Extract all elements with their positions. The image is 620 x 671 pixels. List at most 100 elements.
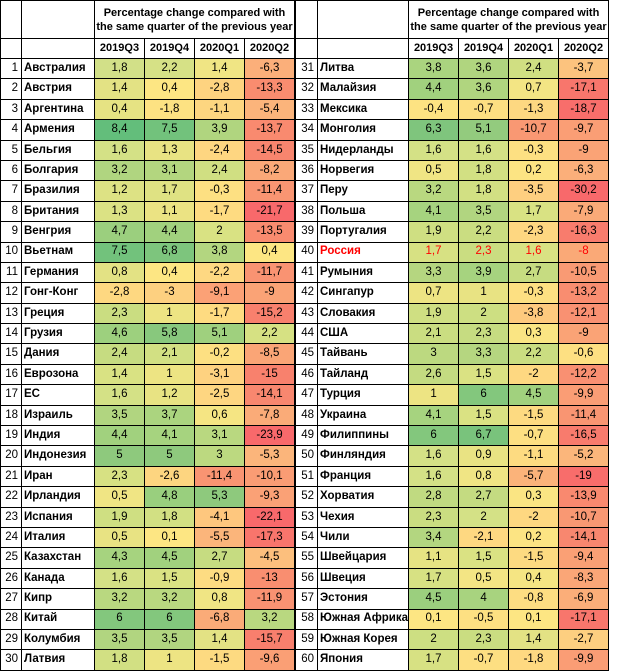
value-cell: 0,2 [508, 526, 560, 549]
country-name: Россия [316, 241, 410, 263]
value-cell: 1,5 [458, 404, 510, 427]
table-row: 17 ЕС 1,6 1,2 -2,5 -14,1 [0, 384, 295, 406]
value-cell: -2 [508, 363, 560, 386]
table-row: 51 Франция 1,6 0,8 -5,7 -19 [295, 465, 610, 488]
value-cell: -5,3 [244, 445, 295, 467]
country-name: Мексика [316, 98, 410, 121]
value-cell: 4,6 [94, 323, 145, 345]
row-number: 3 [0, 98, 22, 121]
country-name: Италия [21, 526, 95, 549]
country-name: Еврозона [21, 363, 95, 386]
value-cell: 3,9 [458, 261, 510, 284]
country-name: Нидерланды [316, 139, 410, 161]
value-cell: 3,9 [194, 119, 245, 141]
row-number: 13 [0, 302, 22, 325]
row-number: 10 [0, 241, 22, 263]
row-number: 19 [0, 425, 22, 447]
value-cell: -10,7 [558, 506, 610, 528]
country-name: Норвегия [316, 159, 410, 182]
value-cell: 4,4 [94, 425, 145, 447]
value-cell: 3,5 [458, 200, 510, 223]
value-cell: -15,7 [244, 628, 295, 651]
value-cell: -6,3 [244, 57, 295, 80]
country-name: Испания [21, 506, 95, 528]
value-cell: -9 [558, 139, 610, 161]
value-cell: -9,6 [244, 649, 295, 671]
value-cell: 4,7 [94, 221, 145, 243]
value-cell: -30,2 [558, 180, 610, 202]
row-number: 54 [295, 526, 318, 549]
table-row: 29 Колумбия 3,5 3,5 1,4 -15,7 [0, 628, 295, 651]
table-row: 3 Аргентина 0,4 -1,8 -1,1 -5,4 [0, 98, 295, 121]
country-name: Австралия [21, 57, 95, 80]
value-cell: 6,7 [458, 425, 510, 447]
value-cell: -15 [244, 363, 295, 386]
value-cell: 1 [408, 384, 460, 406]
value-cell: -14,1 [244, 384, 295, 406]
value-cell: -2,1 [458, 526, 510, 549]
value-cell: -13,7 [244, 119, 295, 141]
table-row: 58 Южная Африка 0,1 -0,5 0,1 -17,1 [295, 608, 610, 630]
value-cell: 3,6 [458, 78, 510, 100]
value-cell: 4,1 [408, 200, 460, 223]
value-cell: -1,1 [194, 98, 245, 121]
table-row: 18 Израиль 3,5 3,7 0,6 -7,8 [0, 404, 295, 427]
table-row: 10 Вьетнам 7,5 6,8 3,8 0,4 [0, 241, 295, 263]
value-cell: 3,2 [408, 180, 460, 202]
value-cell: 1,9 [408, 302, 460, 325]
value-cell: -13 [244, 567, 295, 590]
row-number: 52 [295, 486, 318, 508]
value-cell: -9 [558, 323, 610, 345]
value-cell: -9,4 [558, 547, 610, 569]
value-cell: 0,4 [244, 241, 295, 263]
value-cell: -3,5 [508, 180, 560, 202]
value-cell: 1,7 [408, 649, 460, 671]
table-row: 48 Украина 4,1 1,5 -1,5 -11,4 [295, 404, 610, 427]
value-cell: 4,1 [408, 404, 460, 427]
value-cell: 1 [144, 363, 195, 386]
value-cell: 4,5 [144, 547, 195, 569]
table-row: 28 Китай 6 6 -6,8 3,2 [0, 608, 295, 630]
country-name: Кипр [21, 588, 95, 610]
table-row: 25 Казахстан 4,3 4,5 2,7 -4,5 [0, 547, 295, 569]
country-name: Польша [316, 200, 410, 223]
table-row: 41 Румыния 3,3 3,9 2,7 -10,5 [295, 261, 610, 284]
value-cell: 1 [144, 302, 195, 325]
country-name: Вьетнам [21, 241, 95, 263]
value-cell: 1,9 [94, 506, 145, 528]
value-cell: -0,2 [194, 343, 245, 365]
country-name: Сингапур [316, 282, 410, 304]
value-cell: 1,8 [458, 180, 510, 202]
value-cell: 3,3 [458, 343, 510, 365]
value-cell: -11,4 [558, 404, 610, 427]
value-cell: -17,1 [558, 78, 610, 100]
country-name: Индия [21, 425, 95, 447]
value-cell: 1,4 [94, 363, 145, 386]
value-cell: -1,8 [144, 98, 195, 121]
value-cell: 0,4 [508, 567, 560, 590]
country-name: Иран [21, 465, 95, 488]
row-number: 7 [0, 180, 22, 202]
table-row: 39 Португалия 1,9 2,2 -2,3 -16,3 [295, 221, 610, 243]
value-cell: 2,2 [144, 57, 195, 80]
value-cell: 1,6 [408, 445, 460, 467]
value-cell: -23,9 [244, 425, 295, 447]
value-cell: -16,3 [558, 221, 610, 243]
value-cell: -3 [144, 282, 195, 304]
left-table-body: 1 Австралия 1,8 2,2 1,4 -6,3 2 Австрия 1,4 0,4 -2,… [0, 57, 295, 671]
column-header-2019q4: 2019Q4 [144, 38, 195, 59]
country-name: Латвия [21, 649, 95, 671]
row-number: 29 [0, 628, 22, 651]
value-cell: -2,3 [508, 221, 560, 243]
table-row: 13 Греция 2,3 1 -1,7 -15,2 [0, 302, 295, 325]
value-cell: -7,8 [244, 404, 295, 427]
row-number: 21 [0, 465, 22, 488]
value-cell: -11,4 [244, 180, 295, 202]
value-cell: 4,4 [144, 221, 195, 243]
country-name: Швейцария [316, 547, 410, 569]
value-cell: -13,5 [244, 221, 295, 243]
value-cell: -10,1 [244, 465, 295, 488]
value-cell: 3,5 [94, 404, 145, 427]
value-cell: 1,6 [508, 241, 560, 263]
value-cell: 1,4 [194, 628, 245, 651]
